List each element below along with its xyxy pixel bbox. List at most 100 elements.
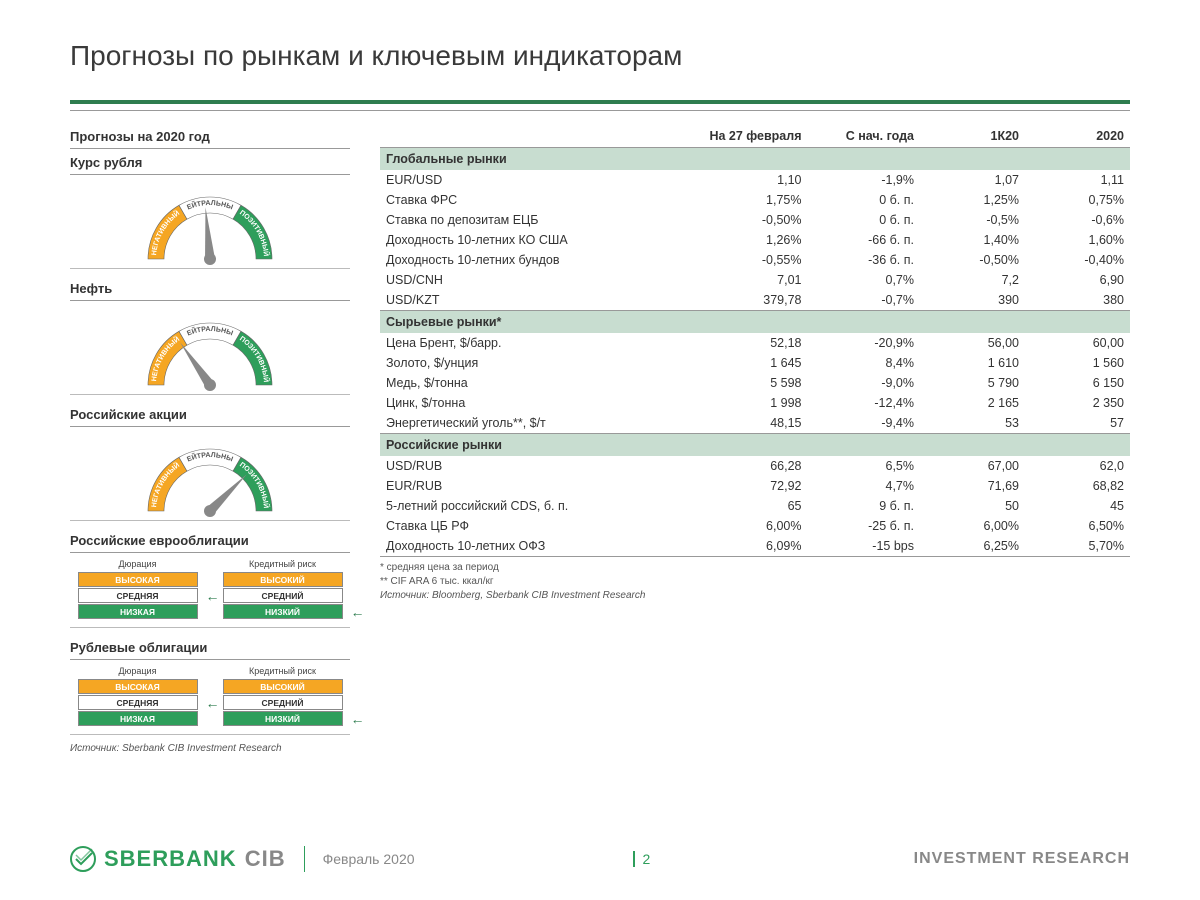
table-cell: 6 150 (1025, 373, 1130, 393)
table-cell: EUR/RUB (380, 476, 695, 496)
table-cell: 7,2 (920, 270, 1025, 290)
gauge-label: Курс рубля (70, 151, 350, 175)
stack-cell: СРЕДНЯЯ← (78, 588, 198, 603)
stack-cell: НИЗКИЙ← (223, 604, 343, 619)
stack-header: Кредитный риск (223, 559, 343, 569)
table-cell: 48,15 (695, 413, 808, 434)
svg-text:НЕЙТРАЛЬНЫЙ: НЕЙТРАЛЬНЫЙ (100, 429, 234, 463)
table-cell: 5,70% (1025, 536, 1130, 557)
table-cell: 0 б. п. (808, 190, 921, 210)
table-cell: 50 (920, 496, 1025, 516)
data-table-area: На 27 февраляС нач. года1К202020Глобальн… (380, 125, 1130, 754)
table-cell: 6,90 (1025, 270, 1130, 290)
table-header: На 27 февраля (695, 125, 808, 148)
table-cell: 6,5% (808, 456, 921, 476)
table-cell: Цена Брент, $/барр. (380, 333, 695, 353)
table-cell: Доходность 10-летних ОФЗ (380, 536, 695, 557)
svg-text:НЕЙТРАЛЬНЫЙ: НЕЙТРАЛЬНЫЙ (100, 303, 234, 337)
table-cell: 65 (695, 496, 808, 516)
level-stack: ВЫСОКИЙСРЕДНИЙНИЗКИЙ← (223, 572, 343, 619)
table-cell: 5-летний российский CDS, б. п. (380, 496, 695, 516)
table-cell: 67,00 (920, 456, 1025, 476)
table-cell: 6,00% (920, 516, 1025, 536)
table-cell: 1,26% (695, 230, 808, 250)
table-header: С нач. года (808, 125, 921, 148)
table-cell: Ставка ЦБ РФ (380, 516, 695, 536)
table-section-header: Российские рынки (380, 434, 1130, 457)
table-cell: 53 (920, 413, 1025, 434)
table-cell: -9,4% (808, 413, 921, 434)
bonds-block: Дюрация ВЫСОКАЯСРЕДНЯЯ←НИЗКАЯ Кредитный … (70, 555, 350, 628)
table-cell: 1,60% (1025, 230, 1130, 250)
left-forecasts: Прогнозы на 2020 год Курс рубля НЕГАТИВН… (70, 125, 350, 754)
gauge-icon: НЕГАТИВНЫЙ НЕЙТРАЛЬНЫЙ ПОЗИТИВНЫЙ (100, 303, 320, 393)
stack-cell: ВЫСОКИЙ (223, 679, 343, 694)
table-cell: -15 bps (808, 536, 921, 557)
logo: SBERBANK CIB (70, 846, 286, 872)
level-stack: ВЫСОКИЙСРЕДНИЙНИЗКИЙ← (223, 679, 343, 726)
footer: SBERBANK CIB Февраль 2020 2 INVESTMENT R… (0, 846, 1200, 872)
footer-date: Февраль 2020 (323, 851, 415, 867)
table-cell: 6,00% (695, 516, 808, 536)
table-cell: 6,25% (920, 536, 1025, 557)
table-cell: 56,00 (920, 333, 1025, 353)
bonds-label: Российские еврооблигации (70, 529, 350, 553)
table-section-header: Глобальные рынки (380, 148, 1130, 171)
table-cell: USD/CNH (380, 270, 695, 290)
table-cell: -9,0% (808, 373, 921, 393)
table-cell: 1,25% (920, 190, 1025, 210)
table-cell: 0,75% (1025, 190, 1130, 210)
table-cell: -0,40% (1025, 250, 1130, 270)
arrow-left-icon: ← (351, 605, 365, 620)
stack-cell: СРЕДНИЙ (223, 695, 343, 710)
gauge-label: Нефть (70, 277, 350, 301)
table-cell: 6,09% (695, 536, 808, 557)
left-header: Прогнозы на 2020 год (70, 125, 350, 149)
table-cell: Ставка по депозитам ЕЦБ (380, 210, 695, 230)
table-cell: Золото, $/унция (380, 353, 695, 373)
table-cell: -66 б. п. (808, 230, 921, 250)
table-footnotes: * средняя цена за период** CIF ARA 6 тыс… (380, 561, 1130, 603)
table-cell: Медь, $/тонна (380, 373, 695, 393)
table-cell: Энергетический уголь**, $/т (380, 413, 695, 434)
table-section-header: Сырьевые рынки* (380, 311, 1130, 334)
left-source: Источник: Sberbank CIB Investment Resear… (70, 743, 350, 754)
table-cell: 379,78 (695, 290, 808, 311)
data-table: На 27 февраляС нач. года1К202020Глобальн… (380, 125, 1130, 557)
table-cell: -0,5% (920, 210, 1025, 230)
table-cell: 1,07 (920, 170, 1025, 190)
footnote-line: * средняя цена за период (380, 561, 1130, 575)
footer-right: INVESTMENT RESEARCH (914, 850, 1130, 868)
table-cell: 1 645 (695, 353, 808, 373)
stack-cell: НИЗКАЯ (78, 711, 198, 726)
table-cell: 390 (920, 290, 1025, 311)
gauge: НЕГАТИВНЫЙ НЕЙТРАЛЬНЫЙ ПОЗИТИВНЫЙ (70, 429, 350, 521)
table-cell: -0,55% (695, 250, 808, 270)
gauge-icon: НЕГАТИВНЫЙ НЕЙТРАЛЬНЫЙ ПОЗИТИВНЫЙ (100, 177, 320, 267)
table-header: 1К20 (920, 125, 1025, 148)
table-cell: 5 790 (920, 373, 1025, 393)
table-cell: 2 350 (1025, 393, 1130, 413)
table-cell: Ставка ФРС (380, 190, 695, 210)
stack-cell: СРЕДНЯЯ← (78, 695, 198, 710)
table-cell: -12,4% (808, 393, 921, 413)
rule-thin (70, 110, 1130, 111)
footer-divider (304, 846, 305, 872)
logo-icon (70, 846, 96, 872)
table-cell: 7,01 (695, 270, 808, 290)
svg-text:НЕЙТРАЛЬНЫЙ: НЕЙТРАЛЬНЫЙ (100, 177, 234, 211)
gauge: НЕГАТИВНЫЙ НЕЙТРАЛЬНЫЙ ПОЗИТИВНЫЙ (70, 303, 350, 395)
arrow-left-icon: ← (206, 696, 220, 711)
logo-text-2: CIB (245, 846, 286, 872)
table-cell: -20,9% (808, 333, 921, 353)
footnote-line: Источник: Bloomberg, Sberbank CIB Invest… (380, 589, 1130, 603)
table-cell: -0,50% (695, 210, 808, 230)
table-cell: 57 (1025, 413, 1130, 434)
table-cell: Цинк, $/тонна (380, 393, 695, 413)
table-cell: 5 598 (695, 373, 808, 393)
table-cell: 72,92 (695, 476, 808, 496)
table-cell: USD/KZT (380, 290, 695, 311)
table-cell: 2 165 (920, 393, 1025, 413)
table-header (380, 125, 695, 148)
stack-cell: ВЫСОКИЙ (223, 572, 343, 587)
